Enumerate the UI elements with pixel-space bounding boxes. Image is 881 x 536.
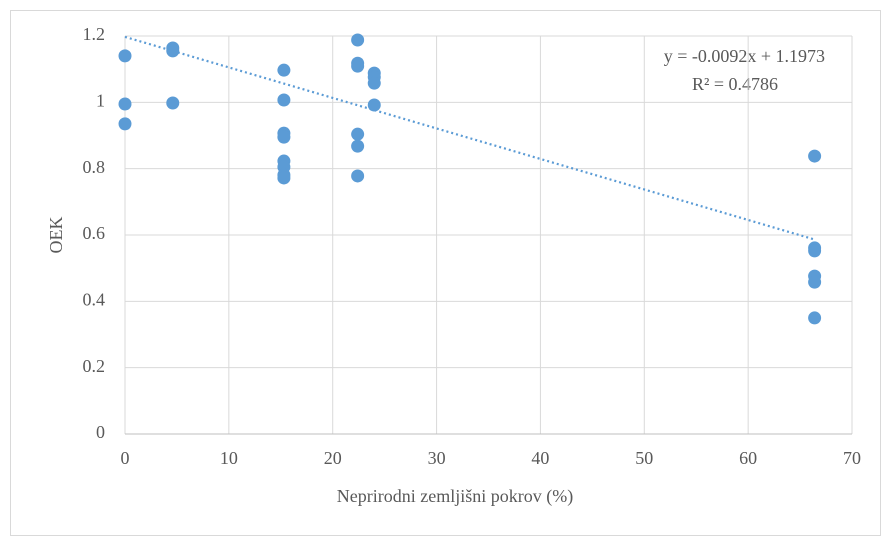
x-tick-label: 10 <box>220 448 238 468</box>
r-squared: R² = 0.4786 <box>692 74 778 94</box>
point <box>277 93 291 107</box>
x-axis-label: Neprirodni zemljišni pokrov (%) <box>337 486 573 507</box>
point <box>118 97 132 111</box>
point <box>367 98 381 112</box>
x-tick-label: 20 <box>324 448 342 468</box>
point <box>277 63 291 77</box>
point <box>367 76 381 90</box>
x-tick-label: 40 <box>531 448 549 468</box>
y-tick-label: 1.2 <box>83 24 106 44</box>
point <box>277 130 291 144</box>
chart-frame <box>10 10 881 536</box>
y-tick-label: 0 <box>96 422 105 442</box>
y-tick-label: 0.4 <box>83 289 106 309</box>
point <box>351 169 365 183</box>
point <box>351 139 365 153</box>
x-tick-label: 0 <box>121 448 130 468</box>
point <box>118 49 132 63</box>
point <box>808 149 822 163</box>
point <box>166 44 180 58</box>
point <box>351 59 365 73</box>
y-tick-label: 1 <box>96 90 105 110</box>
point <box>277 171 291 185</box>
y-tick-label: 0.2 <box>83 356 106 376</box>
point <box>351 33 365 47</box>
x-tick-label: 60 <box>739 448 757 468</box>
point <box>166 96 180 110</box>
point <box>351 127 365 141</box>
point <box>808 244 822 258</box>
equation: y = -0.0092x + 1.1973 <box>664 46 825 66</box>
y-tick-label: 0.6 <box>83 223 106 243</box>
y-tick-label: 0.8 <box>83 157 106 177</box>
y-axis-label: OEK <box>46 217 66 254</box>
point <box>808 275 822 289</box>
x-tick-label: 70 <box>843 448 861 468</box>
point <box>118 117 132 131</box>
point <box>808 311 822 325</box>
x-tick-label: 50 <box>635 448 653 468</box>
x-tick-label: 30 <box>428 448 446 468</box>
